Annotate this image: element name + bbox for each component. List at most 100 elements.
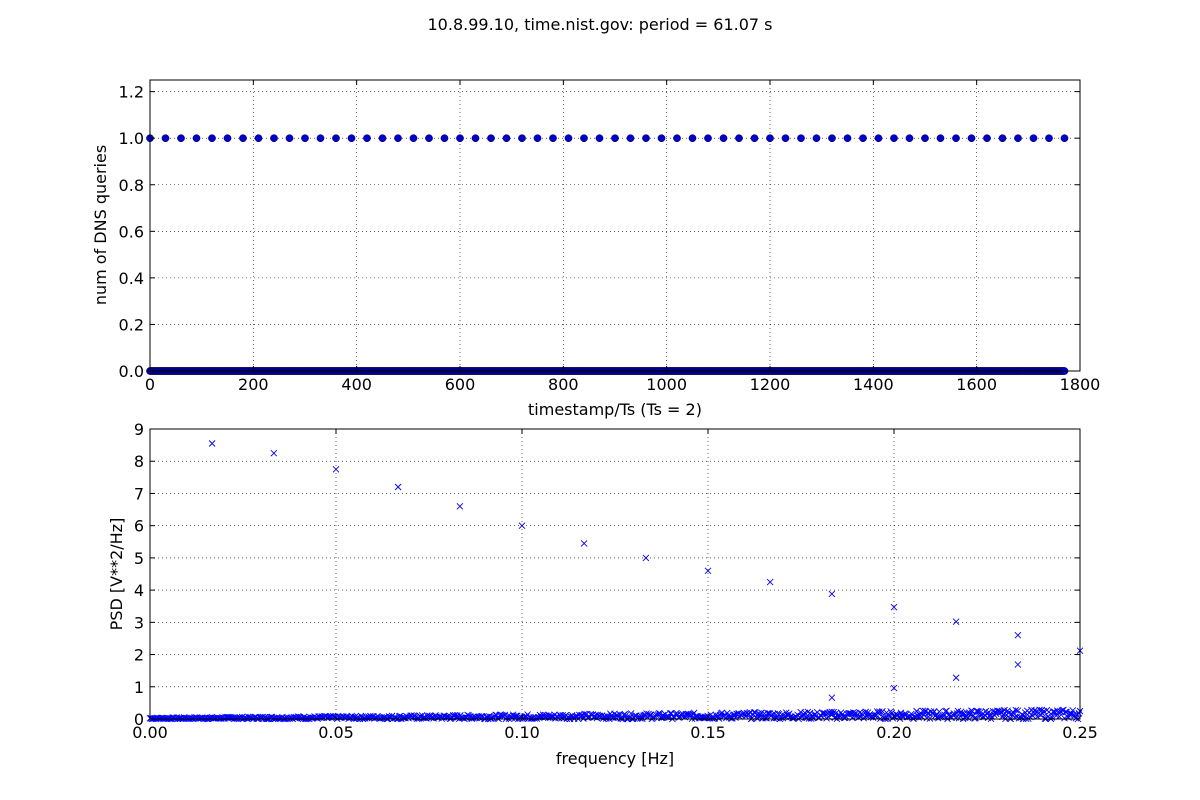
top-plot-x-tick-label: 800 — [548, 375, 579, 394]
bottom-plot-peak-point — [208, 440, 216, 447]
bottom-plot-peak-point — [270, 449, 278, 457]
top-plot-one-point — [363, 134, 371, 143]
bottom-plot-noise-point — [400, 714, 407, 722]
bottom-plot-peak-point — [394, 483, 402, 491]
bottom-plot-noise-point — [528, 715, 536, 722]
bottom-plot-noise-point — [849, 714, 856, 722]
top-plot-one-point — [812, 134, 821, 143]
bottom-plot-noise-point — [971, 715, 978, 722]
bottom-plot-x-tick-label: 0.05 — [318, 723, 354, 742]
bottom-plot-noise-point — [957, 708, 965, 716]
bottom-plot-x-tick-label: 0.00 — [132, 723, 168, 742]
bottom-plot-noise-point — [860, 714, 868, 722]
top-plot-one-point — [735, 134, 743, 143]
bottom-plot-x-ticks: 0.00 0.05 0.10 0.15 0.20 0.25 — [132, 429, 1098, 742]
bottom-plot-noise-point — [664, 714, 672, 721]
bottom-plot-noise-point — [1036, 706, 1043, 714]
top-plot-one-point — [890, 134, 898, 143]
top-plot-one-point — [936, 134, 945, 143]
bottom-plot-peak-point — [952, 618, 960, 626]
bottom-plot-y-tick-label: 2 — [134, 646, 144, 665]
top-plot-x-tick-label: 1000 — [646, 375, 687, 394]
bottom-plot-x-tick-label: 0.20 — [876, 723, 912, 742]
top-plot-one-point — [1029, 134, 1038, 143]
top-plot-one-points — [146, 134, 1069, 143]
bottom-plot-peak-point — [642, 554, 650, 562]
bottom-plot-noise-point — [963, 709, 971, 717]
bottom-plot-secondary-point — [890, 684, 898, 692]
bottom-plot-noise-point — [834, 713, 842, 720]
top-plot-one-point — [1060, 134, 1069, 143]
top-plot-y-tick-label: 0.8 — [119, 176, 144, 195]
top-plot-one-point — [952, 134, 960, 143]
bottom-plot-noise-point — [913, 707, 920, 715]
top-plot-y-label: num of DNS queries — [91, 145, 110, 305]
bottom-plot-noise-point — [560, 715, 568, 722]
top-plot-one-point — [440, 134, 449, 143]
top-plot-one-point — [564, 134, 573, 143]
bottom-plot-frame — [149, 428, 1081, 720]
bottom-plot-noise-point — [1059, 706, 1066, 714]
bottom-plot-x-tick-label: 0.15 — [690, 723, 726, 742]
top-plot-one-point — [642, 134, 650, 143]
top-plot-one-point — [378, 134, 387, 143]
bottom-plot-noise-point — [647, 711, 655, 719]
bottom-plot-noise-point — [451, 711, 459, 719]
top-plot-one-point — [409, 134, 418, 143]
top-plot-one-point — [595, 134, 604, 143]
bottom-plot-noise-point — [627, 710, 635, 717]
top-plot-one-point — [332, 134, 340, 143]
top-plot-one-point — [1045, 134, 1053, 143]
top-plot-one-point — [285, 134, 294, 143]
top-plot-one-point — [487, 134, 495, 143]
bottom-plot-noise-point — [828, 708, 836, 716]
top-plot-one-point — [967, 134, 976, 143]
bottom-plot-noise-point — [748, 715, 756, 722]
bottom-plot-noise-point — [477, 713, 485, 720]
top-plot-one-point — [161, 134, 170, 143]
top-plot-one-point — [394, 134, 402, 143]
top-plot-one-point — [208, 134, 216, 143]
top-plot-x-tick-label: 200 — [238, 375, 269, 394]
top-plot-one-point — [797, 134, 805, 143]
top-plot-one-point — [921, 134, 929, 143]
top-plot-y-tick-label: 0.2 — [119, 315, 144, 334]
top-plot-x-tick-label: 400 — [341, 375, 372, 394]
bottom-plot-noise-point — [571, 713, 579, 720]
top-plot-one-point — [223, 134, 232, 143]
bottom-plot-y-tick-label: 3 — [134, 613, 144, 632]
bottom-plot-area — [150, 429, 1080, 719]
top-plot-area — [150, 80, 1080, 371]
bottom-plot-secondary-point — [828, 694, 836, 702]
top-plot-one-point — [533, 134, 542, 143]
bottom-plot-y-tick-label: 1 — [134, 678, 144, 697]
top-plot-one-point — [828, 134, 836, 143]
top-plot-one-point — [983, 134, 991, 143]
bottom-plot-noise-point — [1062, 708, 1069, 716]
bottom-plot-noise-point — [659, 711, 667, 719]
top-plot-one-point — [270, 134, 278, 143]
bottom-plot-noise-point — [609, 714, 616, 721]
top-plot-one-point — [177, 134, 185, 143]
top-plot-one-point — [781, 134, 790, 143]
bottom-plot-y-tick-label: 5 — [134, 549, 144, 568]
bottom-plot-noise-point — [879, 707, 886, 715]
top-plot-y-ticks: 0.0 0.2 0.4 0.6 0.8 1.0 1.2 — [119, 83, 1080, 381]
bottom-plot-noise-point — [732, 714, 739, 722]
top-plot-one-point — [1014, 134, 1022, 143]
bottom-plot-noise-point — [209, 715, 217, 722]
top-plot-one-point — [518, 134, 526, 143]
top-plot-y-tick-label: 0.0 — [119, 362, 144, 381]
bottom-plot-noise-point — [934, 714, 942, 722]
top-plot-one-point — [254, 134, 263, 143]
top-plot-x-tick-label: 1800 — [1060, 375, 1101, 394]
top-plot-one-point — [704, 134, 712, 143]
bottom-plot-y-tick-label: 7 — [134, 484, 144, 503]
bottom-plot-noise-point — [1065, 714, 1072, 721]
bottom-plot-noise-point — [643, 710, 650, 717]
top-plot-y-tick-label: 1.2 — [119, 83, 144, 102]
bottom-plot-noise-point — [763, 714, 770, 722]
bottom-plot-peak-point — [332, 465, 340, 473]
top-plot-one-point — [502, 134, 511, 143]
